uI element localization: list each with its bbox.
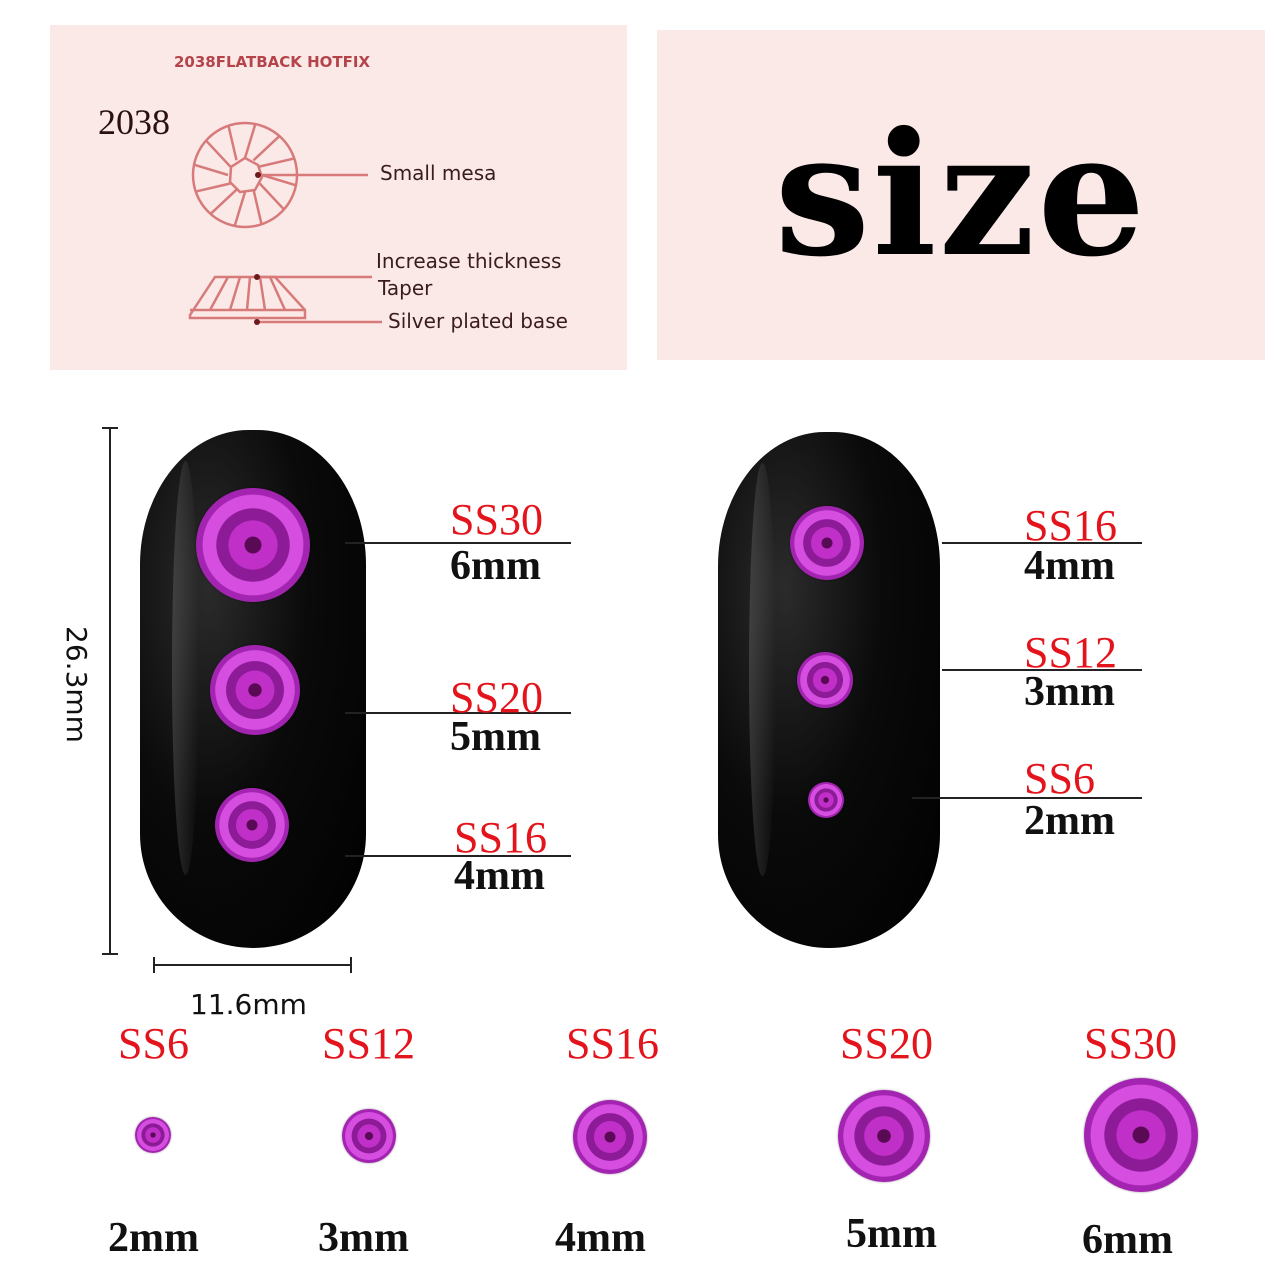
- facet-line: [233, 191, 247, 227]
- left-code-3: SS16: [454, 813, 547, 862]
- rhinestone-2mm: [135, 1117, 171, 1153]
- label-increase-thickness: Increase thickness: [376, 249, 562, 273]
- pointer-line: [345, 542, 571, 544]
- rhinestone-ss20: [210, 645, 300, 735]
- rhinestone-3mm: [342, 1109, 396, 1163]
- rhinestone-diagram-icon: [188, 121, 382, 325]
- right-code-1: SS16: [1024, 501, 1117, 550]
- rhinestone-ss30: [196, 488, 310, 602]
- right-code-3: SS6: [1024, 754, 1095, 803]
- facet-line: [209, 188, 238, 215]
- left-size-3: 4mm: [454, 853, 545, 899]
- facet-line: [259, 157, 295, 168]
- left-code-1: SS30: [450, 495, 543, 544]
- facet-line: [261, 173, 297, 187]
- label-taper: Taper: [378, 276, 433, 300]
- row-size-4mm: 4mm: [555, 1215, 646, 1261]
- rhinestone-ss16: [790, 506, 864, 580]
- row-code-ss12: SS12: [322, 1019, 415, 1068]
- width-dimension-cap: [153, 957, 155, 973]
- diagram-panel: 2038FLATBACK HOTFIX 2038 Small mesa Incr…: [50, 25, 627, 370]
- facet-line: [227, 125, 238, 161]
- rhinestone-ss16: [215, 788, 289, 862]
- facet-line: [195, 182, 231, 193]
- left-size-1: 6mm: [450, 543, 541, 589]
- left-size-2: 5mm: [450, 714, 541, 760]
- width-dimension-cap: [350, 957, 352, 973]
- label-silver-plated-base: Silver plated base: [388, 309, 568, 333]
- row-code-ss30: SS30: [1084, 1019, 1177, 1068]
- right-size-2: 3mm: [1024, 669, 1115, 715]
- width-dimension-line: [153, 964, 352, 966]
- rhinestone-ss6: [808, 782, 844, 818]
- right-size-1: 4mm: [1024, 543, 1115, 589]
- pointer-line: [942, 542, 1142, 544]
- height-dimension-cap: [102, 953, 118, 955]
- height-dimension-cap: [102, 427, 118, 429]
- diagram-heading: 2038FLATBACK HOTFIX: [174, 53, 371, 71]
- height-label: 26.3mm: [59, 626, 93, 743]
- pointer-line: [942, 669, 1142, 671]
- page-title: size: [774, 95, 1148, 295]
- row-code-ss20: SS20: [840, 1019, 933, 1068]
- pointer-line: [912, 797, 1142, 799]
- row-size-6mm: 6mm: [1082, 1217, 1173, 1263]
- facet-line: [243, 123, 257, 159]
- left-code-2: SS20: [450, 673, 543, 722]
- facet-line: [258, 182, 285, 211]
- rhinestone-5mm: [838, 1090, 930, 1182]
- pointer-line: [345, 855, 571, 857]
- width-label: 11.6mm: [190, 988, 307, 1021]
- row-code-ss6: SS6: [118, 1019, 189, 1068]
- row-size-2mm: 2mm: [108, 1215, 199, 1261]
- facet-line: [193, 163, 229, 177]
- right-code-2: SS12: [1024, 628, 1117, 677]
- rhinestone-6mm: [1084, 1078, 1198, 1192]
- facet-line: [205, 139, 232, 168]
- diagram-model: 2038: [98, 102, 170, 142]
- height-dimension-line: [109, 427, 111, 955]
- rhinestone-ss12: [797, 652, 853, 708]
- rhinestone-4mm: [573, 1100, 647, 1174]
- right-size-3: 2mm: [1024, 798, 1115, 844]
- row-code-ss16: SS16: [566, 1019, 659, 1068]
- facet-line: [252, 135, 281, 162]
- row-size-3mm: 3mm: [318, 1215, 409, 1261]
- row-size-5mm: 5mm: [846, 1211, 937, 1257]
- title-panel: [657, 30, 1265, 360]
- facet-line: [252, 189, 263, 225]
- pointer-line: [345, 712, 571, 714]
- label-small-mesa: Small mesa: [380, 161, 497, 185]
